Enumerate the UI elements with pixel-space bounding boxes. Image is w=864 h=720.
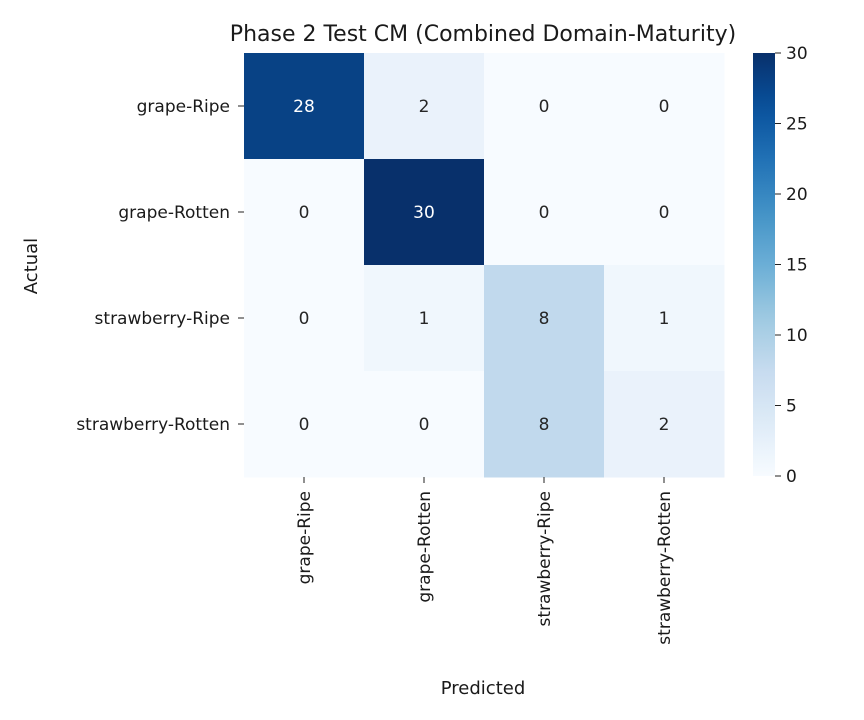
cell-value-label: 0: [539, 203, 550, 223]
heatmap-cell: [484, 371, 605, 478]
heatmap-cell: [604, 159, 725, 266]
x-axis-ticks: grape-Ripe grape-Rotten strawberry-Ripe str…: [295, 477, 675, 645]
heatmap-cell-labels: 28 2 0 0 0 30 0 0 0 1 8 1 0 0 8 2: [293, 97, 669, 435]
cell-value-label: 8: [539, 415, 550, 435]
cell-value-label: 1: [419, 309, 430, 329]
cell-value-label: 1: [659, 309, 670, 329]
cell-value-label: 0: [299, 203, 310, 223]
heatmap-cell: [484, 159, 605, 266]
colorbar-tick-label: 15: [786, 256, 808, 276]
x-tick-label: grape-Ripe: [295, 491, 315, 584]
heatmap-cell: [484, 265, 605, 372]
cell-value-label: 0: [419, 415, 430, 435]
cell-value-label: 0: [539, 97, 550, 117]
heatmap-cell: [364, 159, 485, 266]
x-tick-label: strawberry-Rotten: [655, 491, 675, 645]
colorbar: [753, 53, 775, 476]
colorbar-tick-label: 25: [786, 115, 808, 135]
y-tick-label: grape-Rotten: [118, 203, 230, 223]
cell-value-label: 30: [413, 203, 435, 223]
y-tick-label: strawberry-Rotten: [76, 415, 230, 435]
cell-value-label: 2: [659, 415, 670, 435]
x-axis-label: Predicted: [441, 678, 526, 699]
heatmap-cell: [364, 53, 485, 160]
heatmap-cell: [244, 371, 365, 478]
cell-value-label: 2: [419, 97, 430, 117]
heatmap-cell: [484, 53, 605, 160]
y-axis-label: Actual: [21, 238, 42, 294]
cell-value-label: 8: [539, 309, 550, 329]
y-axis-ticks: grape-Ripe grape-Rotten strawberry-Ripe str…: [76, 97, 244, 435]
heatmap-cell: [244, 265, 365, 372]
heatmap-cell: [244, 159, 365, 266]
colorbar-ticks: 0 5 10 15 20 25 30: [775, 44, 808, 487]
colorbar-tick-label: 5: [786, 397, 797, 417]
y-tick-label: grape-Ripe: [137, 97, 230, 117]
heatmap-cell: [244, 53, 365, 160]
heatmap-cell: [604, 371, 725, 478]
colorbar-tick-label: 10: [786, 326, 808, 346]
cell-value-label: 0: [299, 309, 310, 329]
heatmap-cell: [364, 371, 485, 478]
y-tick-label: strawberry-Ripe: [95, 309, 230, 329]
cell-value-label: 28: [293, 97, 315, 117]
heatmap-cells: [244, 53, 725, 478]
heatmap-cell: [604, 265, 725, 372]
colorbar-tick-label: 30: [786, 44, 808, 64]
heatmap-cell: [604, 53, 725, 160]
cell-value-label: 0: [659, 97, 670, 117]
colorbar-tick-label: 20: [786, 185, 808, 205]
colorbar-tick-label: 0: [786, 467, 797, 487]
heatmap-cell: [364, 265, 485, 372]
cell-value-label: 0: [659, 203, 670, 223]
chart-title: Phase 2 Test CM (Combined Domain-Maturit…: [230, 22, 736, 47]
cell-value-label: 0: [299, 415, 310, 435]
x-tick-label: strawberry-Ripe: [535, 491, 555, 626]
x-tick-label: grape-Rotten: [415, 491, 435, 603]
